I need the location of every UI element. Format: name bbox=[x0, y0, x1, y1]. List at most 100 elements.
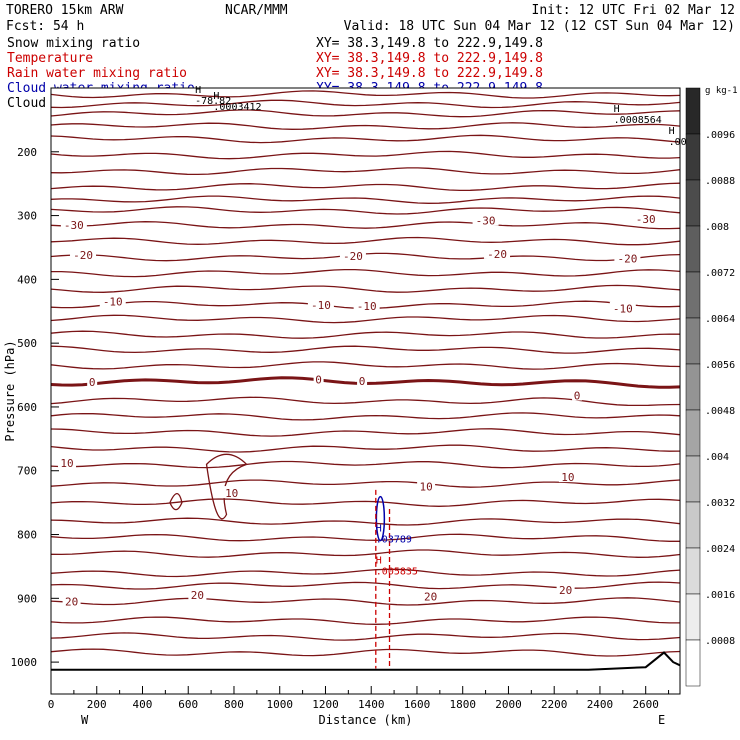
colorbar-swatch bbox=[685, 87, 701, 135]
plot-area: -30 -30 -30 -20 -20 -20 -20 -10 -10 -10 -10 0 0 0 0 10 1… bbox=[50, 85, 699, 694]
isotherm-line bbox=[50, 616, 680, 625]
x-tick-label: 2600 bbox=[632, 698, 659, 711]
isotherm-line bbox=[50, 533, 680, 542]
isotherm-line bbox=[50, 412, 681, 421]
colorbar-swatch bbox=[685, 317, 701, 365]
contour-label: -20 bbox=[617, 252, 637, 265]
isotherm-line bbox=[50, 581, 681, 590]
isotherm-line bbox=[50, 167, 681, 176]
contour-label-bg bbox=[62, 594, 81, 607]
org-title: NCAR/MMM bbox=[225, 3, 288, 18]
isotherm-line bbox=[50, 597, 681, 606]
isotherm-line bbox=[50, 444, 681, 453]
x-end-left-label: W bbox=[81, 713, 89, 727]
y-tick-label: 900 bbox=[17, 592, 37, 605]
isotherm-line bbox=[50, 345, 681, 354]
isotherm-line bbox=[50, 134, 681, 144]
isotherm-line bbox=[50, 648, 681, 657]
contour-label-bg bbox=[614, 251, 641, 264]
colorbar-tick-label: .0056 bbox=[705, 360, 735, 371]
colorbar-tick-label: .0048 bbox=[705, 406, 735, 417]
y-tick-label: 600 bbox=[17, 401, 37, 414]
contour-label: -20 bbox=[487, 248, 507, 261]
contour-label-bg bbox=[572, 388, 583, 401]
contour-label: 10 bbox=[60, 457, 73, 470]
contour-label: -10 bbox=[357, 300, 377, 313]
isotherm-line bbox=[50, 330, 681, 339]
contour-label-bg bbox=[417, 479, 436, 492]
terrain-line bbox=[51, 651, 681, 671]
contour-label-bg bbox=[556, 583, 575, 596]
isotherm-line bbox=[50, 314, 681, 324]
isotherm-line bbox=[50, 549, 681, 558]
axes: 0 200 400 600 800 1000 1200 1400 1600 1800 2000 220… bbox=[3, 87, 681, 727]
extremum-mark: H bbox=[669, 126, 675, 137]
isotherm-closed-contour bbox=[205, 453, 248, 520]
colorbar-tick-label: .0008 bbox=[705, 636, 735, 647]
colorbar-swatch bbox=[685, 593, 701, 641]
contour-label-bg bbox=[70, 248, 97, 261]
extremum-value: .0008564 bbox=[614, 115, 662, 126]
colorbar-swatch bbox=[685, 271, 701, 319]
colorbar-swatch bbox=[685, 409, 701, 457]
colorbar-tick-label: .004 bbox=[705, 452, 729, 463]
isotherm-line bbox=[50, 221, 681, 230]
contour-label: -10 bbox=[103, 296, 123, 309]
isotherm-line bbox=[50, 90, 681, 99]
contour-label: -20 bbox=[73, 249, 93, 262]
colorbar-swatch bbox=[685, 639, 701, 687]
isotherm-line bbox=[50, 150, 681, 160]
y-tick-label: 500 bbox=[17, 337, 37, 350]
contour-label: 0 bbox=[574, 389, 581, 402]
colorbar-tick-label: .008 bbox=[705, 222, 729, 233]
isotherm-line bbox=[50, 479, 681, 488]
contour-label-bg bbox=[313, 372, 324, 385]
contour-label: 10 bbox=[225, 487, 238, 500]
extremum-mark: H bbox=[195, 85, 201, 96]
plot-frame bbox=[50, 87, 681, 695]
colorbar-swatch bbox=[685, 225, 701, 273]
contour-label: 10 bbox=[419, 481, 432, 494]
legend-xy: XY= 38.3,149.8 to 222.9,149.8 bbox=[316, 36, 543, 51]
model-title: TORERO 15km ARW bbox=[6, 3, 124, 18]
y-axis-title: Pressure (hPa) bbox=[3, 340, 17, 441]
x-tick-label: 800 bbox=[224, 698, 244, 711]
contour-label-bg bbox=[357, 373, 368, 386]
x-axis-title: Distance (km) bbox=[319, 713, 413, 727]
extremum-value: .005835 bbox=[376, 567, 418, 578]
contour-label-bg bbox=[87, 375, 98, 388]
contour-label: 10 bbox=[561, 471, 574, 484]
x-tick-label: 1000 bbox=[266, 698, 293, 711]
extremum-value: -78.82 bbox=[195, 96, 231, 107]
colorbar-swatch bbox=[685, 501, 701, 549]
legend-label: Snow mixing ratio bbox=[7, 36, 140, 51]
isotherm-line bbox=[50, 236, 681, 246]
x-tick-label: 1600 bbox=[404, 698, 431, 711]
contour-label: 20 bbox=[424, 590, 437, 603]
colorbar-tick-label: .0096 bbox=[705, 130, 735, 141]
contour-label: -30 bbox=[476, 215, 496, 228]
init-time: Init: 12 UTC Fri 02 Mar 12 bbox=[532, 3, 736, 18]
colorbar-swatch bbox=[685, 547, 701, 595]
x-tick-label: 600 bbox=[178, 698, 198, 711]
isotherm-line bbox=[50, 428, 681, 437]
isotherm-line bbox=[50, 109, 681, 118]
contour-label: 0 bbox=[359, 375, 366, 388]
x-tick-label: 2200 bbox=[541, 698, 568, 711]
isotherm-closed-contour bbox=[169, 492, 183, 511]
isotherm-line bbox=[50, 99, 681, 109]
x-tick-label: 1200 bbox=[312, 698, 339, 711]
colorbar-swatch bbox=[685, 455, 701, 503]
contour-label-bg bbox=[58, 456, 77, 469]
y-tick-label: 400 bbox=[17, 273, 37, 286]
isotherm-line bbox=[50, 361, 681, 370]
isotherm-line bbox=[50, 460, 681, 469]
isotherm-line bbox=[50, 122, 681, 130]
colorbar-tick-label: .0088 bbox=[705, 176, 735, 187]
colorbar-tick-label: .0032 bbox=[705, 498, 735, 509]
valid-time: Valid: 18 UTC Sun 04 Mar 12 (12 CST Sun … bbox=[344, 19, 735, 34]
legend-xy: XY= 38.3,149.8 to 222.9,149.8 bbox=[316, 66, 543, 81]
extremum-value: .0003 bbox=[669, 137, 699, 148]
isotherm-line bbox=[50, 517, 681, 526]
plot-background bbox=[51, 88, 680, 694]
